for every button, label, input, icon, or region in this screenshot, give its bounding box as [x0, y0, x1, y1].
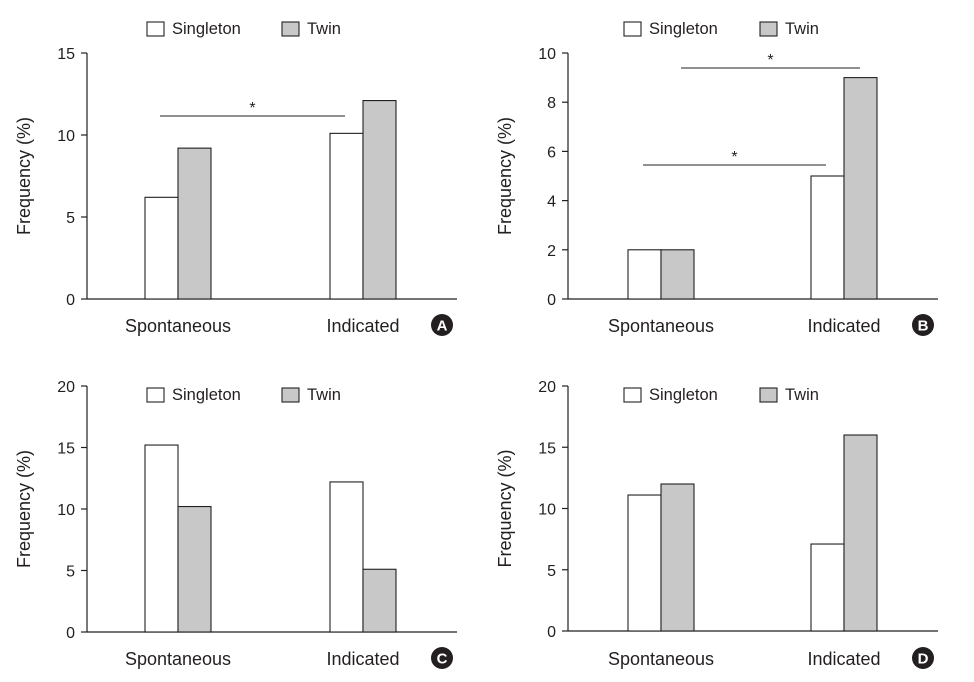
y-tick-label: 6: [547, 144, 556, 161]
legend-label-singleton: Singleton: [172, 386, 241, 404]
panel-letter: A: [437, 318, 448, 335]
x-category-label: Spontaneous: [125, 316, 231, 336]
panel-letter: D: [918, 651, 929, 668]
bar-singleton-spontaneous: [627, 249, 662, 300]
y-tick-label: 10: [538, 502, 556, 519]
bar-singleton-indicated: [810, 543, 845, 632]
y-axis-title: Frequency (%): [14, 450, 34, 568]
y-tick-label: 8: [547, 95, 556, 112]
legend-label-singleton: Singleton: [172, 20, 241, 38]
legend-swatch-singleton: [623, 21, 642, 37]
y-tick-label: 0: [66, 625, 75, 642]
bar-singleton-indicated: [329, 132, 364, 300]
x-category-label: Spontaneous: [608, 316, 714, 336]
y-axis-title: Frequency (%): [14, 117, 34, 235]
y-tick-label: 0: [66, 292, 75, 309]
y-axis-title: Frequency (%): [495, 449, 515, 567]
legend-label-twin: Twin: [785, 386, 819, 404]
legend-label-singleton: Singleton: [649, 20, 718, 38]
y-tick-label: 10: [57, 502, 75, 519]
y-tick-label: 10: [538, 46, 556, 63]
legend-swatch-singleton: [146, 21, 165, 37]
bar-twin-spontaneous: [177, 147, 212, 300]
bar-singleton-spontaneous: [144, 444, 179, 633]
x-category-label: Indicated: [807, 649, 880, 669]
y-tick-label: 2: [547, 243, 556, 260]
panel-letter-badge: [431, 647, 453, 669]
panel-letter-badge: [912, 314, 934, 336]
y-tick-label: 0: [547, 624, 556, 641]
y-tick-label: 5: [547, 563, 556, 580]
y-tick-label: 4: [547, 194, 556, 211]
bar-singleton-spontaneous: [627, 494, 662, 632]
significance-star: *: [731, 149, 737, 166]
y-tick-label: 20: [57, 379, 75, 396]
y-axis-title: Frequency (%): [495, 117, 515, 235]
bar-singleton-indicated: [329, 481, 364, 633]
legend-swatch-singleton: [146, 387, 165, 403]
bar-twin-spontaneous: [660, 249, 695, 300]
x-category-label: Indicated: [326, 649, 399, 669]
legend-swatch-twin: [759, 21, 778, 37]
y-tick-label: 5: [66, 564, 75, 581]
y-tick-label: 15: [57, 441, 75, 458]
x-category-label: Indicated: [807, 316, 880, 336]
legend-swatch-singleton: [623, 387, 642, 403]
y-tick-label: 0: [547, 292, 556, 309]
significance-star: *: [767, 52, 773, 69]
significance-star: *: [249, 100, 255, 117]
panel-letter-badge: [912, 647, 934, 669]
bar-twin-spontaneous: [660, 483, 695, 632]
panel-letter: C: [437, 651, 448, 668]
panel-letter: B: [918, 318, 929, 335]
legend-swatch-twin: [281, 387, 300, 403]
y-tick-label: 20: [538, 379, 556, 396]
chart-panel-a: 0 5 10 15 Frequency (%) Spontaneous Indicated *…: [14, 20, 457, 336]
bar-twin-indicated: [362, 100, 397, 300]
bar-twin-indicated: [843, 434, 878, 632]
y-tick-label: 15: [538, 440, 556, 457]
bar-singleton-spontaneous: [144, 196, 179, 300]
legend-swatch-twin: [759, 387, 778, 403]
bar-twin-indicated: [362, 568, 397, 633]
bar-twin-indicated: [843, 77, 878, 300]
x-category-label: Spontaneous: [608, 649, 714, 669]
chart-panel-d: 0 5 10 15 20 Frequency (%) Spontaneous Indicate…: [495, 379, 938, 669]
y-tick-label: 15: [57, 46, 75, 63]
y-tick-label: 5: [66, 210, 75, 227]
legend-label-twin: Twin: [307, 20, 341, 38]
legend-label-singleton: Singleton: [649, 386, 718, 404]
bar-twin-spontaneous: [177, 505, 212, 633]
chart-panel-b: 0 2 4 6 8 10 Frequency (%) Spontaneous Indicated…: [495, 20, 938, 336]
legend-swatch-twin: [281, 21, 300, 37]
bar-singleton-indicated: [810, 175, 845, 300]
x-category-label: Spontaneous: [125, 649, 231, 669]
x-category-label: Indicated: [326, 316, 399, 336]
legend-label-twin: Twin: [785, 20, 819, 38]
y-tick-label: 10: [57, 128, 75, 145]
chart-panel-c: 0 5 10 15 20 Frequency (%) Spontaneous Indicate…: [14, 379, 457, 669]
panel-letter-badge: [431, 314, 453, 336]
legend-label-twin: Twin: [307, 386, 341, 404]
